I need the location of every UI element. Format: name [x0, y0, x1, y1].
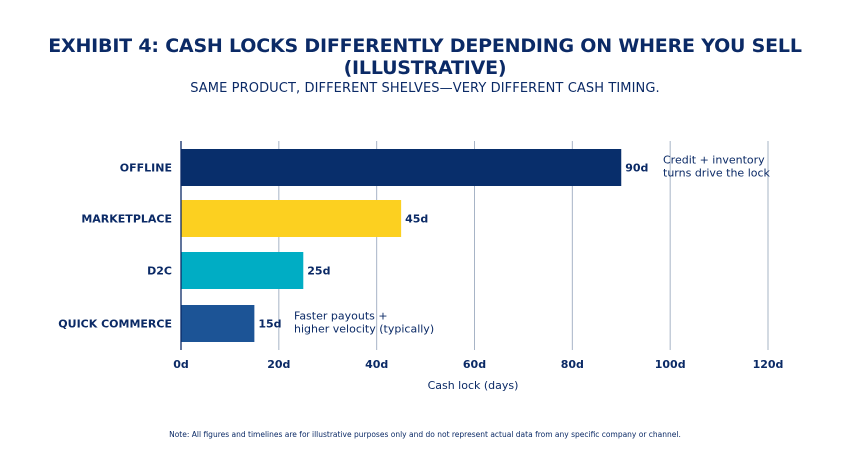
x-tick-label: 40d	[365, 358, 388, 371]
bar	[181, 305, 255, 342]
x-axis-label: Cash lock (days)	[428, 379, 519, 392]
x-tick-label: 80d	[561, 358, 584, 371]
bar	[181, 252, 304, 289]
category-label: OFFLINE	[120, 162, 172, 175]
category-label: QUICK COMMERCE	[58, 318, 172, 331]
x-tick-label: 100d	[655, 358, 686, 371]
chart-title-line2: (ILLUSTRATIVE)	[343, 57, 507, 79]
footnote: Note: All figures and timelines are for …	[169, 430, 681, 439]
bar	[181, 200, 402, 237]
chart-title: EXHIBIT 4: CASH LOCKS DIFFERENTLY DEPEND…	[0, 35, 850, 79]
data-label: 90d	[625, 162, 648, 175]
x-tick-label: 120d	[753, 358, 784, 371]
x-tick-label: 20d	[267, 358, 290, 371]
annotation-text: Credit + inventory	[663, 154, 765, 167]
annotation-text: turns drive the lock	[663, 167, 771, 180]
data-label: 15d	[258, 318, 281, 331]
category-label: D2C	[147, 265, 172, 278]
x-tick-label: 0d	[173, 358, 189, 371]
category-label: MARKETPLACE	[81, 213, 172, 226]
annotation-text: Faster payouts +	[294, 310, 388, 323]
chart-subtitle: SAME PRODUCT, DIFFERENT SHELVES—VERY DIF…	[190, 81, 660, 96]
bar	[181, 149, 622, 186]
x-tick-label: 60d	[463, 358, 486, 371]
annotation-text: higher velocity (typically)	[294, 323, 434, 336]
chart-title-line1: EXHIBIT 4: CASH LOCKS DIFFERENTLY DEPEND…	[48, 35, 802, 57]
data-label: 45d	[405, 213, 428, 226]
data-label: 25d	[307, 265, 330, 278]
